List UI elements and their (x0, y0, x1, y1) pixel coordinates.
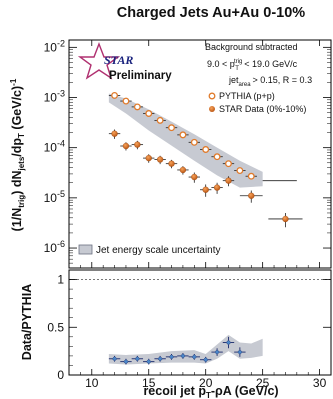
pythia-point (122, 97, 130, 105)
top-uncertainty-band (108, 93, 263, 188)
ratio-point (191, 354, 198, 360)
legend-band-swatch (78, 244, 93, 255)
star-icon (77, 42, 121, 80)
legend: PYTHIA (p+p) STAR Data (0%-10%) (208, 91, 306, 114)
pythia-point (133, 103, 141, 111)
star-point (202, 186, 209, 193)
pythia-point (213, 153, 221, 161)
x-axis-title: recoil jet pT-ρA (GeV/c) (143, 384, 278, 399)
star-point (145, 154, 152, 162)
bottom-y-axis-title: Data/PYTHIA (20, 284, 34, 360)
bottom-y-tick-label-2: 1 (57, 273, 64, 287)
chart-title: Charged Jets Au+Au 0-10% (117, 5, 306, 21)
star-logo: STAR (77, 42, 133, 80)
annotation-jetarea: jetarea > 0.15, R = 0.3 (228, 75, 312, 88)
pythia-point (247, 172, 255, 180)
preliminary-label: Preliminary (109, 70, 172, 82)
ratio-point (157, 356, 163, 362)
x-tick-label-30: 30 (313, 376, 327, 390)
annotation-background: Background subtracted (205, 42, 298, 52)
ratio-point (111, 356, 118, 362)
top-band-area (108, 93, 263, 188)
ratio-point (237, 349, 243, 355)
star-point (179, 166, 187, 174)
top-y-tick-label-1: 10-5 (44, 189, 65, 205)
legend-band-label: Jet energy scale uncertainty (96, 245, 221, 256)
x-tick-label-20: 20 (199, 376, 213, 390)
top-panel-frame (68, 39, 332, 269)
top-y-tick-label-4: 10-2 (44, 38, 65, 54)
pythia-point (145, 110, 153, 117)
top-y-axis-title: (1/Ntrig) dNjets/dpT (GeV/c)-1 (9, 78, 26, 231)
star-point (248, 192, 255, 199)
ratio-point (225, 339, 232, 346)
star-point (122, 142, 130, 150)
star-point (111, 130, 118, 137)
pythia-point (168, 124, 175, 132)
pythia-point (111, 91, 119, 99)
ratio-point (123, 358, 129, 365)
ratio-point (168, 354, 175, 360)
top-y-tick-label-3: 10-3 (44, 89, 65, 105)
star-point (213, 184, 221, 191)
pythia-point (179, 131, 187, 139)
top-y-tick-label-0: 10-6 (44, 239, 65, 255)
bottom-y-tick-label-0: 0 (57, 368, 64, 382)
x-tick-label-25: 25 (256, 376, 270, 390)
pythia-point (156, 116, 164, 124)
legend-star-label: STAR Data (0%-10%) (219, 104, 306, 114)
star-point (168, 160, 175, 167)
pythia-point (225, 160, 232, 168)
star-logo-text: STAR (104, 53, 133, 67)
annotation-ptrig: 9.0 < pTtrig < 19.0 GeV/c (207, 59, 298, 72)
legend-pythia-marker (208, 92, 216, 100)
pythia-point (236, 167, 244, 175)
legend-star-marker (209, 106, 215, 112)
bottom-y-tick-label-1: 0.5 (47, 320, 64, 334)
star-point (282, 215, 289, 223)
bottom-panel-marks (108, 336, 246, 365)
pythia-point (190, 138, 198, 146)
ratio-point (134, 356, 141, 362)
x-tick-label-15: 15 (142, 376, 156, 390)
star-point (225, 177, 232, 184)
pythia-point (202, 146, 210, 153)
axes-ticks: 10 15 20 25 30 10-6 10-5 10-4 10-3 10-2 0 0.5 1 (44, 38, 332, 390)
ratio-point (180, 353, 186, 359)
top-y-tick-label-2: 10-4 (44, 139, 65, 155)
top-panel-marks (108, 91, 303, 228)
star-point (156, 156, 164, 163)
ratio-point (214, 349, 220, 355)
ratio-point (202, 356, 209, 363)
x-tick-label-10: 10 (85, 376, 99, 390)
bottom-panel-frame (68, 269, 332, 376)
star-point (191, 173, 198, 181)
legend-band-entry: Jet energy scale uncertainty (78, 244, 221, 256)
ratio-point (145, 358, 152, 365)
legend-pythia-label: PYTHIA (p+p) (219, 91, 275, 101)
star-point (134, 141, 141, 148)
